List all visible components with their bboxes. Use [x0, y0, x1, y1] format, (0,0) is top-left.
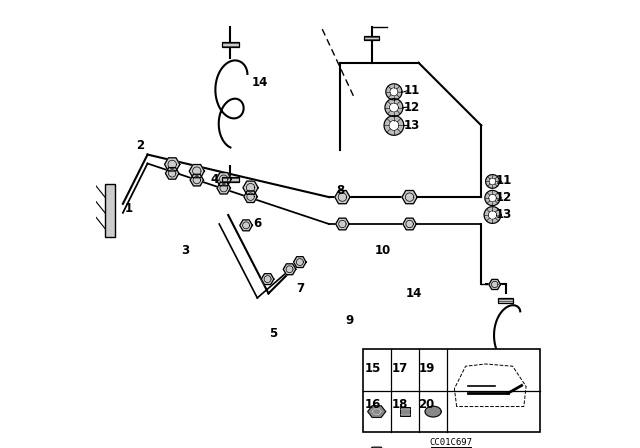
Polygon shape	[190, 174, 204, 186]
Text: 10: 10	[374, 244, 391, 257]
Polygon shape	[240, 220, 252, 231]
Polygon shape	[217, 182, 230, 194]
Polygon shape	[368, 447, 386, 448]
Polygon shape	[244, 191, 257, 202]
Polygon shape	[402, 190, 417, 204]
Polygon shape	[486, 175, 499, 188]
Text: 6: 6	[253, 217, 261, 230]
Polygon shape	[261, 274, 274, 284]
Bar	[399, 407, 410, 416]
Text: 5: 5	[269, 327, 277, 340]
Text: 18: 18	[392, 397, 408, 410]
Text: 11: 11	[495, 174, 512, 187]
Polygon shape	[489, 194, 496, 202]
Polygon shape	[368, 406, 386, 418]
Polygon shape	[390, 88, 398, 96]
Text: 13: 13	[495, 207, 512, 220]
Text: 14: 14	[252, 76, 268, 90]
Polygon shape	[189, 164, 204, 178]
Text: 17: 17	[392, 362, 408, 375]
Text: 12: 12	[495, 190, 512, 203]
Text: 20: 20	[419, 397, 435, 410]
Bar	[499, 298, 513, 302]
Text: 19: 19	[419, 362, 435, 375]
Polygon shape	[284, 264, 296, 275]
Polygon shape	[335, 190, 350, 204]
Text: 7: 7	[296, 282, 304, 295]
Polygon shape	[390, 103, 398, 112]
Text: 11: 11	[404, 84, 420, 97]
Bar	[499, 372, 513, 376]
Bar	[362, 349, 540, 432]
Polygon shape	[403, 218, 416, 230]
Text: 13: 13	[404, 119, 420, 132]
Polygon shape	[488, 211, 497, 219]
Polygon shape	[243, 181, 258, 194]
Text: 4: 4	[211, 172, 219, 185]
Text: 14: 14	[406, 287, 422, 300]
Polygon shape	[489, 280, 500, 289]
Polygon shape	[164, 158, 180, 171]
Text: 16: 16	[365, 397, 381, 410]
Text: 1: 1	[124, 202, 132, 215]
Polygon shape	[166, 168, 179, 179]
Polygon shape	[386, 84, 402, 100]
Text: 15: 15	[365, 362, 381, 375]
Text: 12: 12	[404, 100, 420, 114]
Polygon shape	[385, 99, 403, 116]
Polygon shape	[489, 178, 496, 185]
Bar	[222, 42, 239, 47]
Bar	[364, 36, 379, 40]
Text: 8: 8	[336, 184, 344, 197]
Polygon shape	[484, 207, 501, 224]
Polygon shape	[389, 121, 399, 130]
Polygon shape	[335, 218, 349, 230]
Text: 3: 3	[182, 244, 189, 257]
Polygon shape	[485, 190, 500, 206]
Polygon shape	[294, 257, 306, 267]
Polygon shape	[216, 172, 231, 186]
Bar	[105, 184, 115, 237]
Text: 2: 2	[136, 139, 144, 152]
Bar	[222, 177, 239, 182]
Polygon shape	[384, 116, 404, 135]
Polygon shape	[425, 406, 441, 417]
Text: 9: 9	[345, 314, 353, 327]
Text: CC01C697: CC01C697	[429, 438, 472, 447]
